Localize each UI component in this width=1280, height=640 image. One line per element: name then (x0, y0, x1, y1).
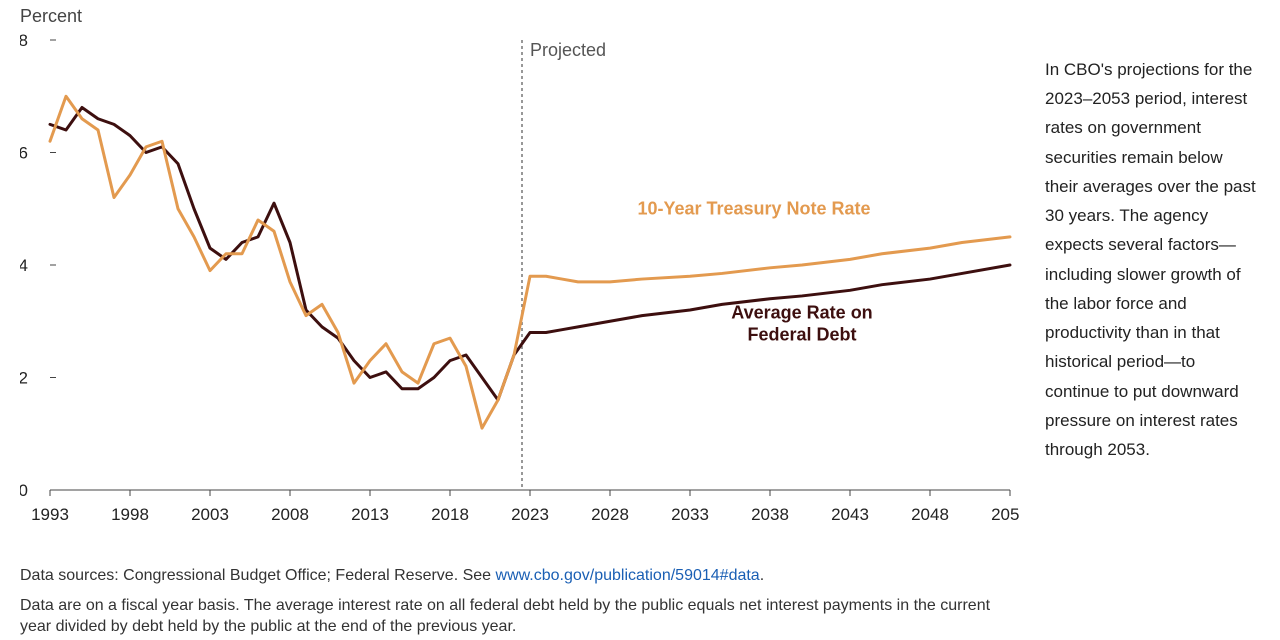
svg-text:Average Rate on: Average Rate on (731, 302, 872, 322)
svg-text:10-Year Treasury Note Rate: 10-Year Treasury Note Rate (637, 198, 870, 218)
footnote: Data are on a fiscal year basis. The ave… (20, 595, 1020, 638)
svg-text:8: 8 (20, 31, 28, 50)
svg-text:6: 6 (20, 144, 28, 163)
svg-text:2048: 2048 (911, 505, 949, 524)
svg-text:2023: 2023 (511, 505, 549, 524)
line-chart: 0 2 4 6 8 1993 1998 2003 2008 2013 2018 2023 2028 203… (20, 30, 1020, 530)
svg-text:2013: 2013 (351, 505, 389, 524)
svg-text:2033: 2033 (671, 505, 709, 524)
svg-text:2008: 2008 (271, 505, 309, 524)
chart-notes: Data sources: Congressional Budget Offic… (20, 565, 1020, 640)
side-description: In CBO's projections for the 2023–2053 p… (1045, 55, 1260, 464)
svg-text:2003: 2003 (191, 505, 229, 524)
y-axis-title: Percent (20, 6, 82, 27)
svg-text:Projected: Projected (530, 40, 606, 60)
source-prefix: Data sources: Congressional Budget Offic… (20, 567, 496, 584)
svg-text:2028: 2028 (591, 505, 629, 524)
svg-text:2: 2 (20, 369, 28, 388)
svg-text:Federal Debt: Federal Debt (747, 324, 856, 344)
svg-text:1998: 1998 (111, 505, 149, 524)
svg-text:2043: 2043 (831, 505, 869, 524)
source-suffix: . (760, 567, 764, 584)
svg-text:2053: 2053 (991, 505, 1020, 524)
svg-text:1993: 1993 (31, 505, 69, 524)
svg-text:4: 4 (20, 256, 28, 275)
svg-text:2018: 2018 (431, 505, 469, 524)
source-link[interactable]: www.cbo.gov/publication/59014#data (496, 567, 760, 584)
svg-text:2038: 2038 (751, 505, 789, 524)
svg-text:0: 0 (20, 481, 28, 500)
